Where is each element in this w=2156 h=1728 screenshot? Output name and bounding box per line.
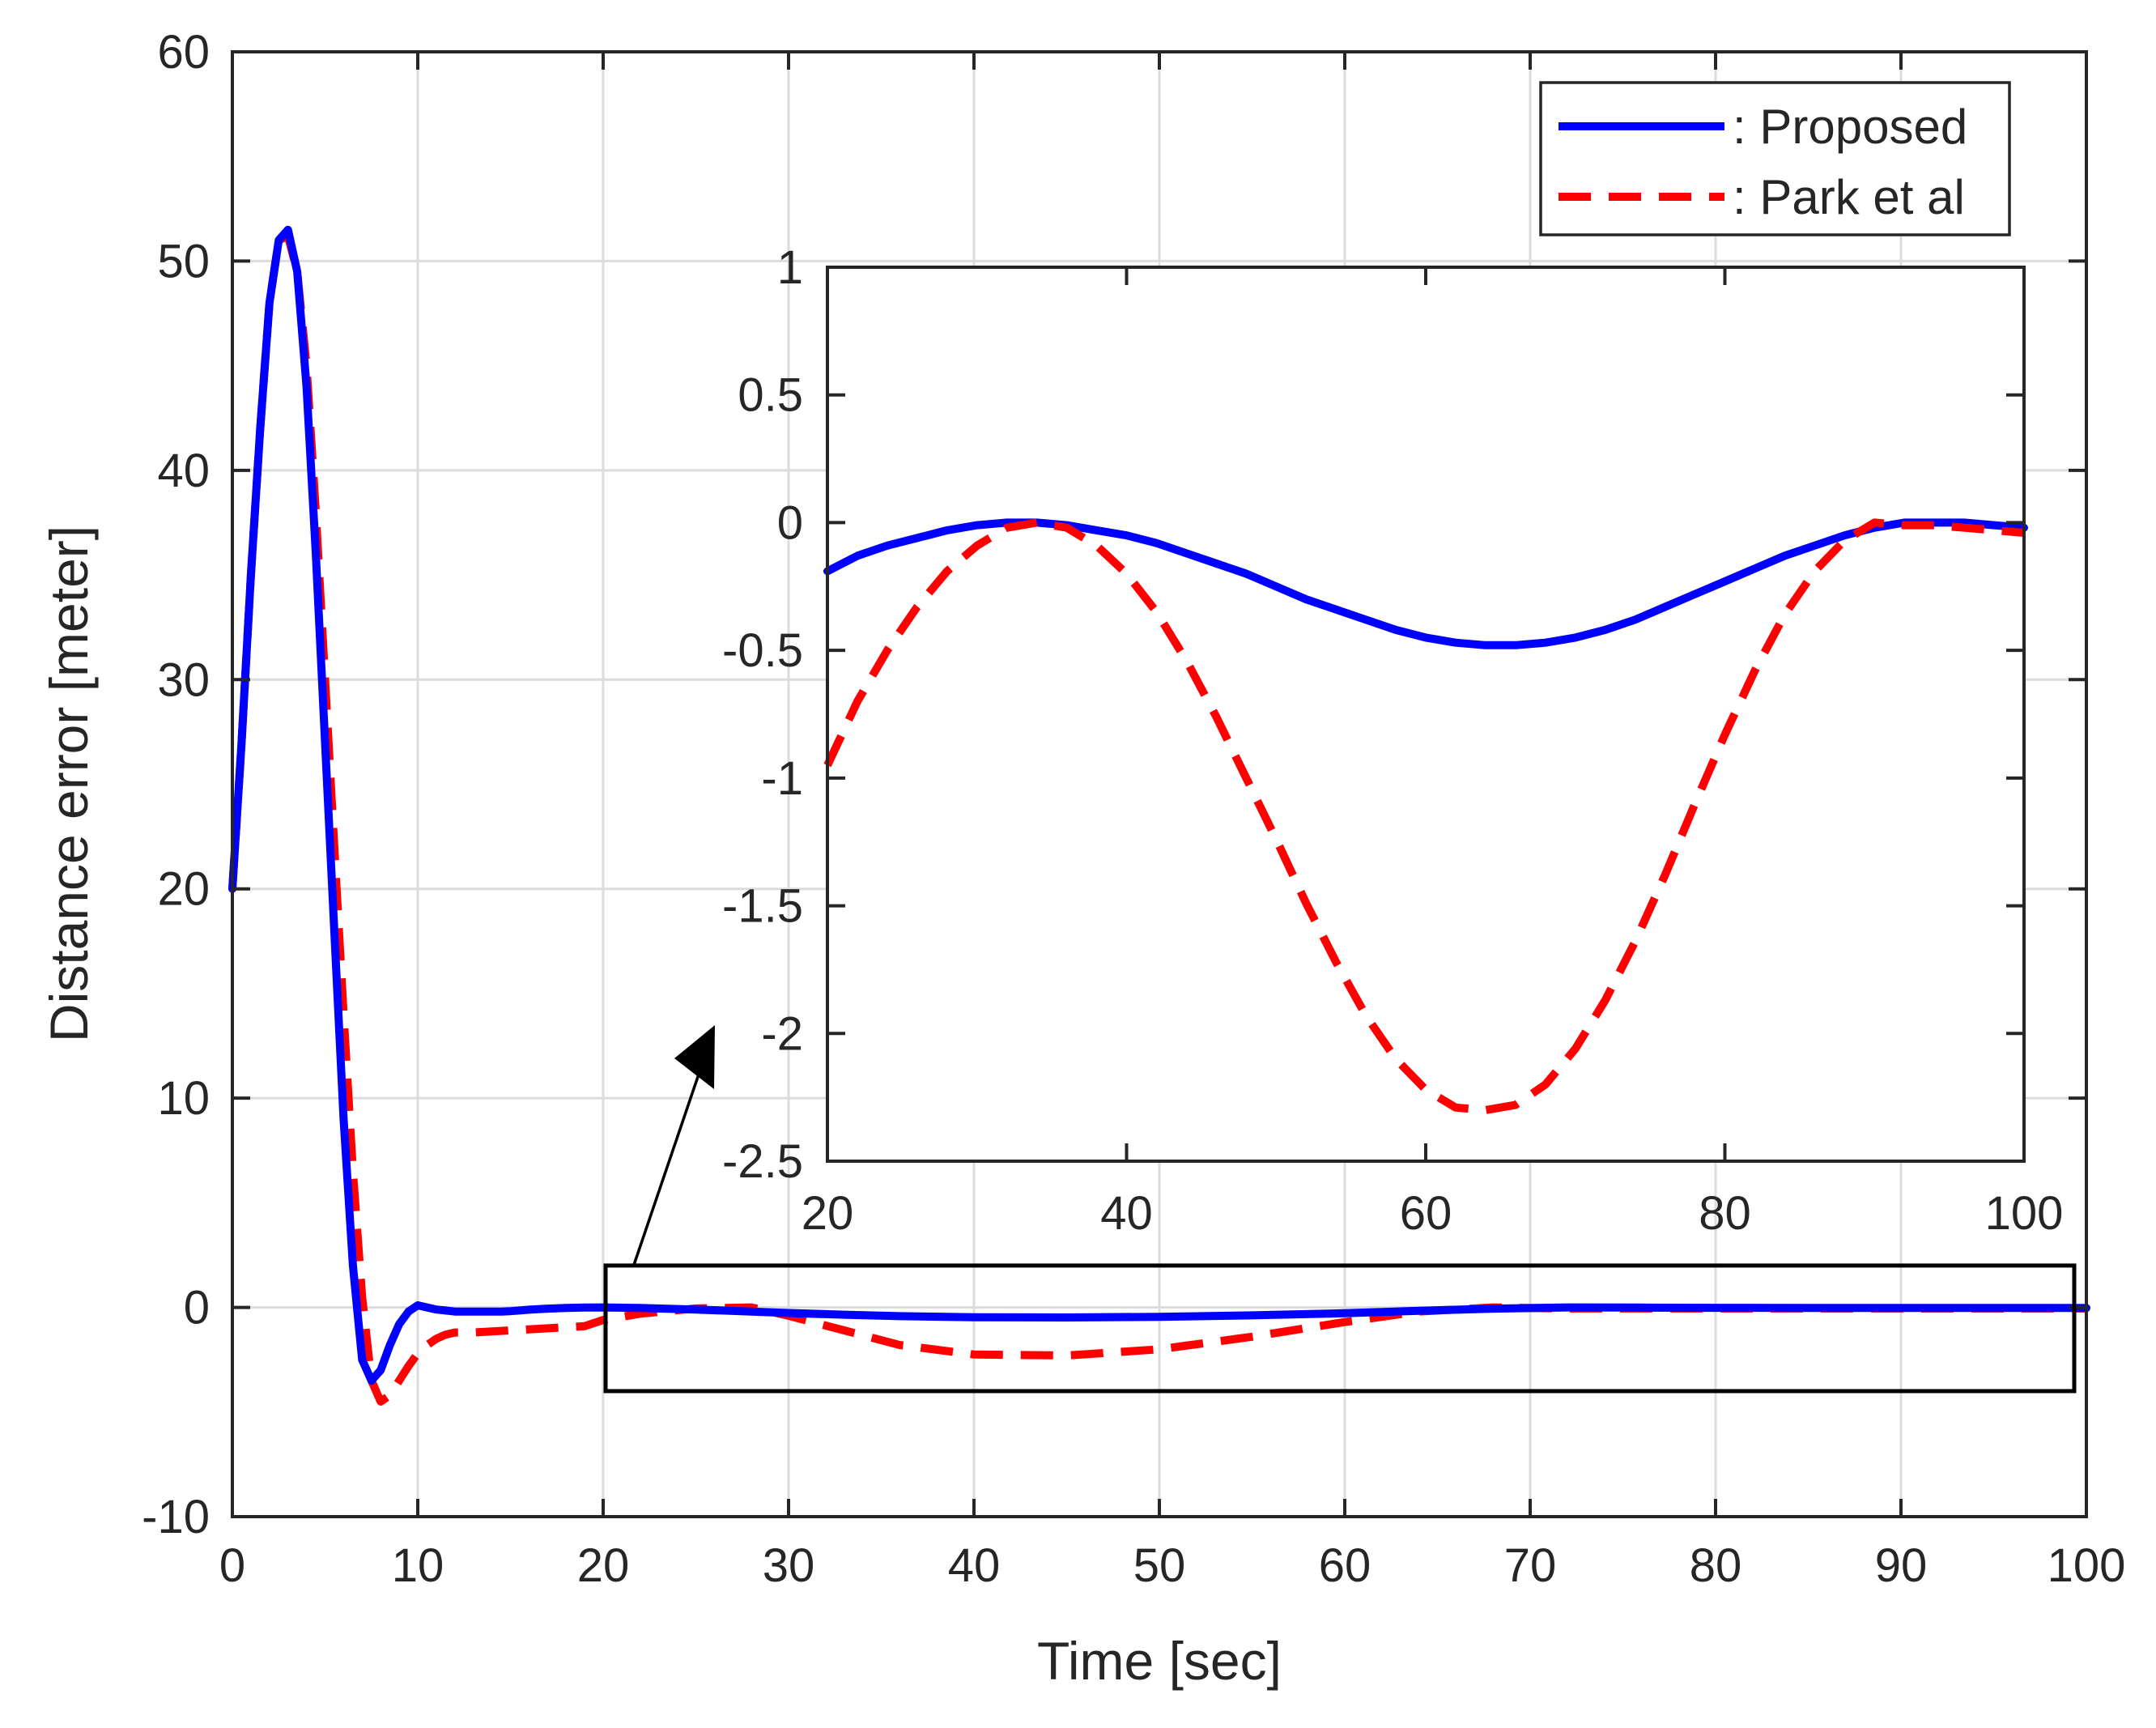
legend-box	[1539, 81, 2011, 236]
legend: : Proposed : Park et al	[1539, 81, 2011, 236]
main-ytick-label-50: 50	[157, 235, 210, 287]
main-ytick-label-30: 30	[157, 653, 210, 706]
inset-series-group	[823, 518, 2028, 1114]
main-xtick-label-100: 100	[2048, 1539, 2126, 1592]
main-ytick-label-20: 20	[157, 863, 210, 916]
zoom-arrow	[632, 1025, 715, 1266]
inset-xtick-label-60: 60	[1400, 1187, 1452, 1240]
inset-xtick-label-20: 20	[802, 1187, 854, 1240]
zoom-region-box	[603, 1263, 2077, 1394]
main-x-tick-labels: 0 10 20 30 40 50 60 70 80 90 100	[219, 1539, 2126, 1592]
zoom-arrow-head	[674, 1025, 715, 1089]
main-xtick-label-20: 20	[577, 1539, 630, 1592]
main-xtick-label-30: 30	[763, 1539, 815, 1592]
legend-label-park: : Park et al	[1733, 170, 1965, 224]
main-ytick-label-40: 40	[157, 445, 210, 497]
main-series-proposed	[228, 225, 2090, 1385]
main-ytick-label-10: 10	[157, 1072, 210, 1125]
inset-ytick-label-2: -2	[761, 1007, 803, 1060]
main-xtick-label-80: 80	[1690, 1539, 1742, 1592]
inset-xtick-label-80: 80	[1699, 1187, 1751, 1240]
main-xtick-label-90: 90	[1875, 1539, 1928, 1592]
main-xtick-label-70: 70	[1504, 1539, 1557, 1592]
main-ytick-label-60: 60	[157, 26, 210, 79]
inset-ytick-label-0-5: -0.5	[722, 624, 803, 677]
x-axis-label: Time [sec]	[1037, 1631, 1282, 1691]
inset-ytick-label-2-5: -2.5	[722, 1135, 803, 1188]
main-xtick-label-10: 10	[392, 1539, 444, 1592]
inset-xtick-label-40: 40	[1100, 1187, 1153, 1240]
main-ytick-label-10: -10	[142, 1491, 210, 1543]
y-axis-label: Distance error [meter]	[39, 526, 99, 1042]
main-xtick-label-0: 0	[219, 1539, 245, 1592]
main-series-group	[228, 225, 2090, 1406]
inset-ytick-label-0-5: 0.5	[738, 369, 803, 422]
inset-ytick-label-1-5: -1.5	[722, 880, 803, 933]
inset-ticks	[826, 266, 2026, 1163]
inset-x-tick-labels: 20 40 60 80 100	[802, 1187, 2064, 1240]
inset-plot: 20 40 60 80 100 -2.5 -2 -1.5 -1 -0.5 0 0.5 1	[722, 241, 2063, 1240]
inset-ytick-label-1: 1	[777, 241, 803, 294]
main-xtick-label-40: 40	[948, 1539, 1001, 1592]
inset-xtick-label-100: 100	[1985, 1187, 2064, 1240]
main-ticks	[231, 50, 2088, 1518]
inset-ytick-label-0: 0	[777, 496, 803, 549]
main-xtick-label-50: 50	[1133, 1539, 1186, 1592]
legend-label-proposed: : Proposed	[1733, 100, 1967, 154]
inset-series-park-et-al	[823, 518, 2025, 1114]
inset-plot-area	[827, 267, 2024, 1161]
zoom-arrow-shaft	[632, 1062, 704, 1266]
main-ytick-label-0: 0	[184, 1282, 210, 1334]
inset-y-tick-labels: -2.5 -2 -1.5 -1 -0.5 0 0.5 1	[722, 241, 803, 1188]
inset-ytick-label-1: -1	[761, 752, 803, 805]
main-xtick-label-60: 60	[1319, 1539, 1371, 1592]
main-y-tick-labels: -10 0 10 20 30 40 50 60	[142, 26, 210, 1543]
